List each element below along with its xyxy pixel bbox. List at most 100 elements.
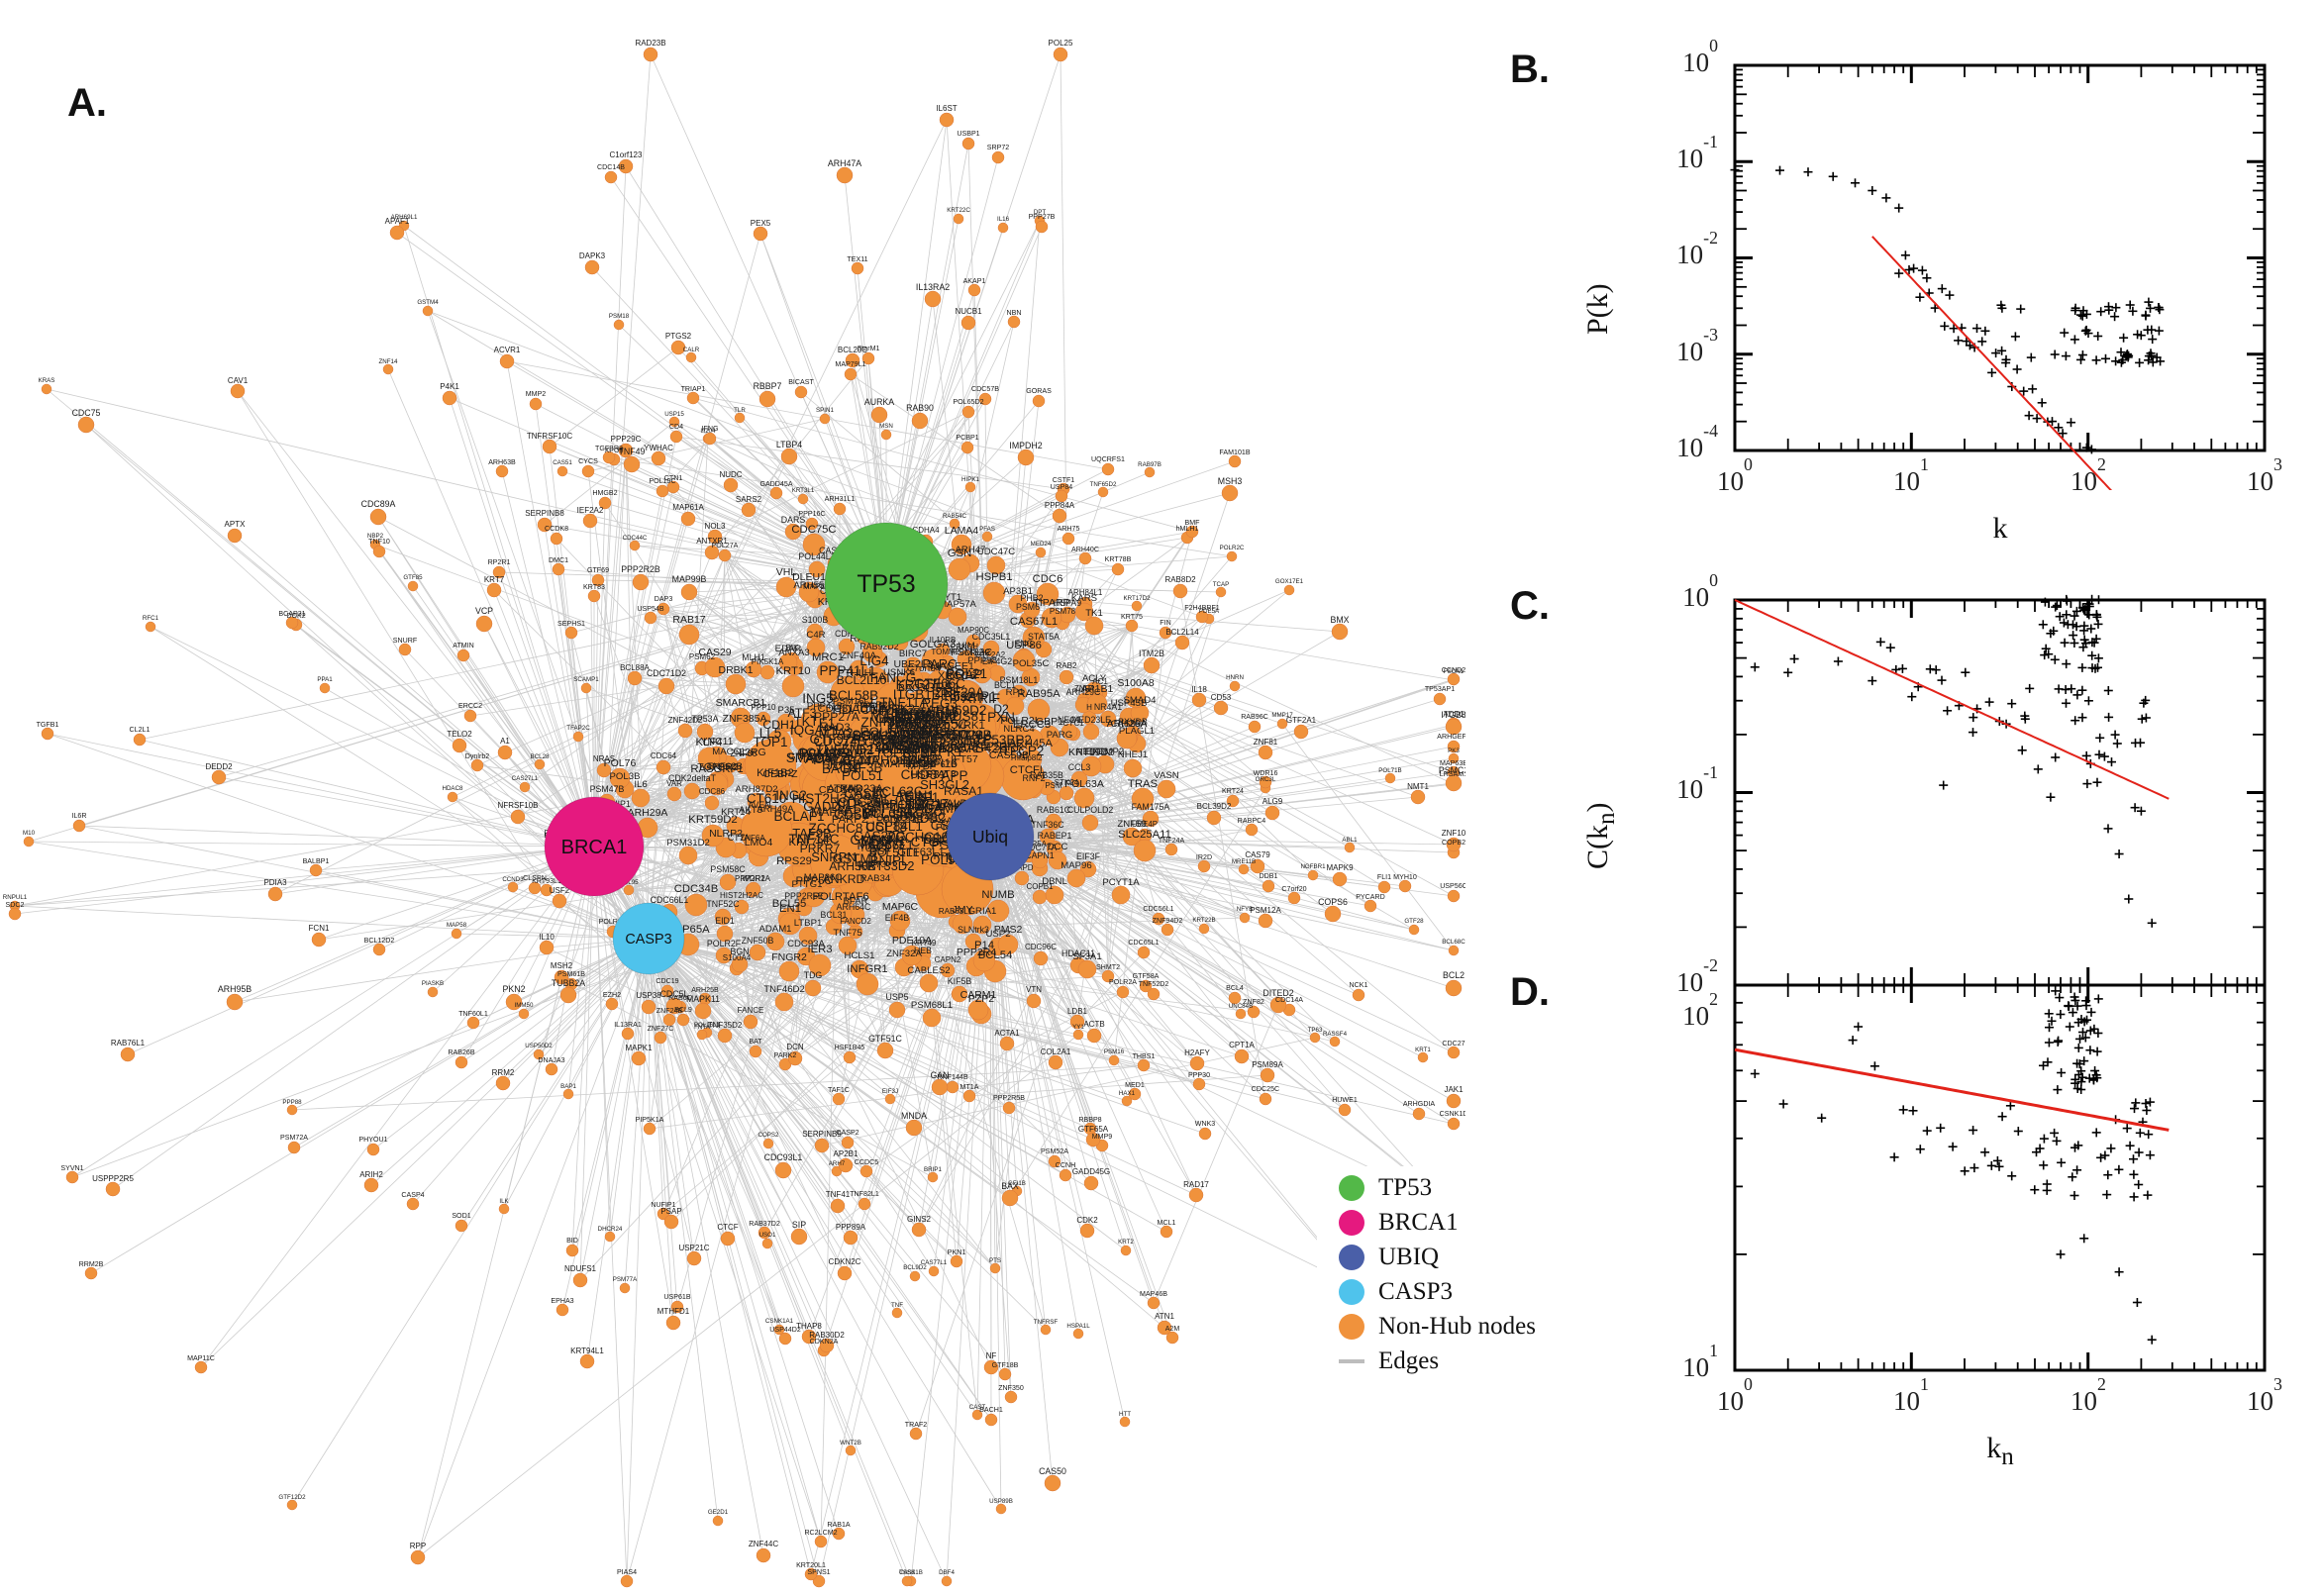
svg-text:TNF24A: TNF24A: [1159, 837, 1185, 845]
svg-text:ZNF385A: ZNF385A: [723, 713, 767, 725]
svg-text:Dynlrb2: Dynlrb2: [465, 752, 489, 760]
svg-text:BRCA1: BRCA1: [561, 837, 628, 858]
svg-text:CTN1: CTN1: [664, 474, 683, 482]
svg-text:MAP79L1: MAP79L1: [835, 360, 865, 368]
svg-text:PHYOU1: PHYOU1: [358, 1136, 387, 1144]
svg-text:TAF1C: TAF1C: [828, 1086, 850, 1094]
svg-text:CSNK1A1: CSNK1A1: [765, 1318, 794, 1325]
svg-text:NGFBR1: NGFBR1: [1300, 863, 1326, 870]
svg-text:NLRP2: NLRP2: [709, 828, 743, 840]
svg-text:WNK3: WNK3: [1195, 1120, 1216, 1128]
svg-text:CDC6: CDC6: [1033, 573, 1063, 585]
svg-text:BCL4: BCL4: [1226, 984, 1244, 992]
svg-text:PPP84A: PPP84A: [1045, 501, 1075, 510]
svg-text:IL6ST: IL6ST: [936, 104, 957, 113]
svg-text:Ubiq: Ubiq: [972, 827, 1008, 847]
svg-text:PPP89A: PPP89A: [836, 1223, 866, 1232]
svg-text:GTF69: GTF69: [587, 566, 609, 574]
svg-text:SERPINB8: SERPINB8: [525, 509, 564, 518]
svg-text:KRT3L1: KRT3L1: [792, 487, 815, 494]
svg-text:TNF41: TNF41: [826, 1190, 851, 1199]
svg-text:MAP58: MAP58: [447, 922, 467, 929]
svg-text:AP1B1: AP1B1: [1081, 683, 1114, 695]
svg-text:LAMA4: LAMA4: [945, 525, 979, 537]
svg-text:PIAS4: PIAS4: [617, 1568, 637, 1576]
svg-text:ARH64C: ARH64C: [837, 902, 871, 912]
svg-text:CAS42B: CAS42B: [957, 741, 1008, 755]
svg-text:ARH75: ARH75: [1058, 525, 1080, 533]
svg-text:POL76: POL76: [604, 757, 637, 769]
svg-text:USP61B: USP61B: [663, 1293, 690, 1301]
svg-text:ARH47A: ARH47A: [828, 158, 861, 168]
svg-text:GTF85: GTF85: [403, 574, 423, 581]
svg-text:POL63A: POL63A: [1064, 778, 1104, 790]
svg-text:TNF60L1: TNF60L1: [458, 1010, 488, 1018]
svg-text:ZNF94D2: ZNF94D2: [1153, 917, 1183, 925]
svg-text:IER3: IER3: [807, 944, 832, 955]
svg-text:HSPB1: HSPB1: [975, 571, 1012, 583]
svg-text:ARIH2: ARIH2: [359, 1170, 383, 1179]
svg-text:ABL1: ABL1: [1342, 837, 1358, 844]
svg-text:WNT2B: WNT2B: [840, 1440, 861, 1446]
svg-text:CDC14B: CDC14B: [597, 163, 625, 171]
svg-text:GMNN: GMNN: [850, 833, 890, 848]
svg-text:TRAF2: TRAF2: [905, 1421, 928, 1429]
svg-text:NUDC: NUDC: [719, 470, 742, 479]
svg-text:USP56C: USP56C: [1440, 882, 1465, 890]
svg-text:PPA1: PPA1: [317, 676, 333, 683]
svg-text:FCN1: FCN1: [309, 924, 330, 933]
svg-text:BCL2L14: BCL2L14: [1165, 628, 1199, 637]
svg-text:GTF73: GTF73: [857, 859, 886, 870]
svg-text:PARG: PARG: [1047, 730, 1072, 741]
svg-text:CABLES2: CABLES2: [907, 965, 950, 976]
svg-text:MAP96: MAP96: [1060, 860, 1091, 871]
svg-text:CDC89A: CDC89A: [361, 499, 396, 509]
svg-text:USO1: USO1: [759, 1232, 776, 1239]
svg-text:KRT1: KRT1: [1415, 1047, 1431, 1053]
svg-text:PPP30: PPP30: [1188, 1071, 1210, 1079]
svg-text:PSM: PSM: [1045, 781, 1062, 790]
svg-text:MMP2: MMP2: [526, 390, 547, 398]
svg-text:TELO2: TELO2: [447, 730, 472, 739]
svg-text:KRT20L1: KRT20L1: [796, 1561, 826, 1569]
svg-text:TDG: TDG: [804, 970, 823, 980]
svg-text:EPHA3: EPHA3: [551, 1297, 573, 1305]
svg-text:MAD3: MAD3: [819, 722, 850, 734]
svg-text:BCL2: BCL2: [1443, 970, 1464, 980]
svg-text:ZNF27C: ZNF27C: [648, 1025, 674, 1033]
svg-text:VRK2: VRK2: [883, 702, 915, 716]
svg-text:NR4A1: NR4A1: [1094, 702, 1122, 712]
svg-text:POL71B: POL71B: [1378, 767, 1401, 774]
svg-text:FAM101B: FAM101B: [1219, 449, 1250, 456]
svg-text:CARM1: CARM1: [960, 989, 997, 1001]
svg-text:PSM16: PSM16: [1104, 1048, 1125, 1055]
svg-text:BAT: BAT: [749, 1038, 762, 1046]
svg-text:KIF5B: KIF5B: [948, 976, 972, 986]
svg-text:TNF35D2: TNF35D2: [708, 1021, 743, 1030]
svg-text:FSCN1: FSCN1: [1444, 668, 1464, 675]
svg-text:YY1: YY1: [1072, 1024, 1084, 1031]
svg-text:KRT14: KRT14: [721, 807, 751, 818]
svg-text:RAB2: RAB2: [1057, 661, 1077, 670]
svg-text:KRT94L1: KRT94L1: [570, 1347, 604, 1355]
svg-text:CAS29: CAS29: [698, 647, 731, 658]
svg-text:CASP4: CASP4: [401, 1191, 424, 1199]
svg-text:MAPK9: MAPK9: [1326, 863, 1354, 872]
svg-text:NBN: NBN: [1007, 309, 1022, 317]
svg-text:POL35C: POL35C: [1013, 658, 1050, 669]
svg-text:CDC44C: CDC44C: [623, 535, 648, 542]
svg-text:Ifi204: Ifi204: [700, 428, 716, 435]
svg-text:TK1: TK1: [1085, 608, 1103, 619]
svg-text:HCLS1: HCLS1: [845, 950, 875, 961]
svg-text:HAX1: HAX1: [1119, 1090, 1136, 1097]
svg-text:MAP90C: MAP90C: [958, 626, 989, 635]
svg-text:IR2D: IR2D: [1196, 853, 1212, 861]
svg-text:ARH7: ARH7: [829, 1160, 846, 1167]
svg-text:SYVN1: SYVN1: [60, 1164, 83, 1172]
svg-text:CAS67L1: CAS67L1: [1010, 616, 1058, 628]
svg-text:PIASKB: PIASKB: [422, 980, 444, 987]
svg-text:BALBP1: BALBP1: [303, 857, 330, 865]
svg-text:ANKRD: ANKRD: [823, 872, 865, 886]
svg-text:POLRTAF6: POLRTAF6: [812, 891, 868, 903]
svg-text:LTBP4: LTBP4: [776, 440, 802, 449]
